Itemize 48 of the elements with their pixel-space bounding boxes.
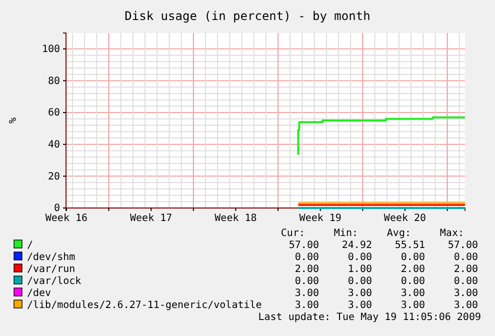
- text: 55.51: [394, 240, 425, 251]
- legend-label: /var/run: [27, 264, 76, 275]
- text: 3.00: [454, 288, 478, 299]
- y-tick-label: 20: [48, 171, 60, 182]
- y-tick-label: 60: [48, 108, 60, 119]
- text: 3.00: [294, 288, 319, 299]
- y-axis-title: %: [8, 117, 19, 124]
- text: Avg:: [386, 228, 411, 239]
- text: 57.00: [448, 240, 478, 251]
- text: 0.00: [454, 252, 478, 263]
- legend-label: /lib/modules/2.6.27-11-generic/volatile: [27, 300, 262, 311]
- x-tick-label: Week 18: [214, 213, 257, 224]
- text: 3.00: [294, 300, 319, 311]
- legend-label: /var/lock: [27, 276, 82, 287]
- text: Max:: [440, 228, 464, 239]
- legend-label: /dev: [27, 288, 52, 299]
- text: 0.00: [294, 276, 319, 287]
- chart-title: Disk usage (in percent) - by month: [124, 9, 370, 23]
- text: 0.00: [348, 252, 372, 263]
- text: 0.00: [348, 276, 372, 287]
- text: 0.00: [294, 252, 319, 263]
- text: 3.00: [400, 288, 425, 299]
- y-tick-label: 100: [42, 44, 60, 56]
- text: 3.00: [400, 300, 425, 311]
- text: Last update: Tue May 19 11:05:06 2009: [258, 312, 481, 323]
- text: 3.00: [454, 300, 478, 311]
- text: 2.00: [400, 264, 425, 275]
- x-tick-label: Week 17: [130, 213, 172, 224]
- y-tick-label: 0: [54, 203, 60, 214]
- y-tick-label: 80: [48, 76, 60, 87]
- text: 0.00: [400, 252, 425, 263]
- x-tick-label: Week 16: [45, 213, 88, 224]
- text: 2.00: [294, 264, 319, 275]
- y-tick-label: 40: [48, 140, 60, 151]
- text: 2.00: [454, 264, 478, 275]
- legend-label: /: [27, 240, 34, 251]
- text: 0.00: [400, 276, 425, 287]
- text: Cur:: [280, 228, 305, 239]
- text: 57.00: [288, 240, 319, 251]
- legend-label: /dev/shm: [27, 252, 76, 263]
- x-tick-label: Week 19: [299, 213, 342, 224]
- text: Min:: [334, 228, 358, 239]
- text: 3.00: [348, 288, 372, 299]
- text: 3.00: [348, 300, 372, 311]
- text: 0.00: [454, 276, 478, 287]
- text: 24.92: [342, 240, 372, 251]
- text: 1.00: [348, 264, 372, 275]
- x-tick-label: Week 20: [384, 213, 426, 224]
